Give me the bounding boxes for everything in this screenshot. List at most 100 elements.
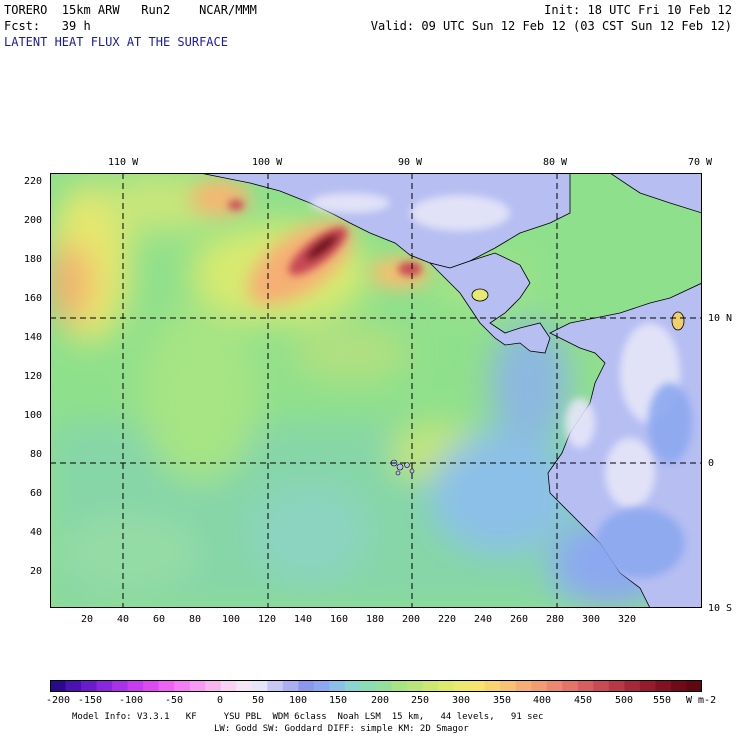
colorbar-swatch <box>469 680 486 692</box>
model-info: Model Info: V3.3.1 KF YSU PBL WDM 6class… <box>72 712 544 722</box>
colorbar-label: -200 <box>46 695 71 706</box>
colorbar-swatch <box>127 680 144 692</box>
lake-maracaibo <box>671 311 685 331</box>
colorbar-swatch <box>422 680 439 692</box>
caribbean-islands <box>609 173 702 214</box>
land-texture <box>310 193 680 508</box>
colorbar-label: -50 <box>165 695 184 706</box>
x-tick: 20 <box>81 614 94 625</box>
physics-info: LW: Godd SW: Goddard DIFF: simple KM: 2D… <box>214 724 469 734</box>
colorbar-swatch <box>174 680 191 692</box>
lake-nicaragua <box>471 288 489 302</box>
lon-label-110w: 110 W <box>108 157 139 168</box>
colorbar-label: -100 <box>119 695 144 706</box>
colorbar-swatch <box>96 680 113 692</box>
colorbar-swatch <box>639 680 656 692</box>
colorbar-swatch <box>391 680 408 692</box>
lat-label-10s: 10 S <box>708 603 733 614</box>
colorbar-label: -150 <box>78 695 103 706</box>
colorbar-units: W m-2 <box>686 695 717 706</box>
colorbar-swatch <box>282 680 299 692</box>
x-tick: 60 <box>153 614 166 625</box>
valid-time: Valid: 09 UTC Sun 12 Feb 12 (03 CST Sun … <box>370 19 732 33</box>
colorbar-swatch <box>360 680 377 692</box>
colorbar-swatch <box>484 680 501 692</box>
colorbar-swatch <box>593 680 610 692</box>
colorbar-swatch <box>50 680 67 692</box>
land-low-flux <box>595 383 692 578</box>
colorbar-swatch <box>670 680 687 692</box>
lat-lon-grid <box>50 173 702 608</box>
y-tick: 40 <box>30 527 43 538</box>
x-tick: 140 <box>294 614 313 625</box>
colorbar-label: 100 <box>289 695 308 706</box>
x-tick: 40 <box>117 614 130 625</box>
colorbar-swatch <box>81 680 98 692</box>
colorbar-swatch <box>531 680 548 692</box>
init-time: Init: 18 UTC Fri 10 Feb 12 <box>544 3 732 17</box>
colorbar <box>50 680 702 692</box>
colorbar-swatch <box>376 680 393 692</box>
colorbar-swatch <box>577 680 594 692</box>
y-tick: 180 <box>24 254 43 265</box>
y-tick: 20 <box>30 566 43 577</box>
colorbar-label: 400 <box>533 695 552 706</box>
colorbar-swatch <box>562 680 579 692</box>
colorbar-swatch <box>143 680 160 692</box>
colorbar-swatch <box>189 680 206 692</box>
colorbar-frame <box>50 680 702 692</box>
x-tick: 240 <box>474 614 493 625</box>
colorbar-swatch <box>500 680 517 692</box>
colorbar-label: 250 <box>411 695 430 706</box>
colorbar-swatch <box>608 680 625 692</box>
colorbar-label: 50 <box>252 695 265 706</box>
lon-label-80w: 80 W <box>543 157 568 168</box>
colorbar-label: 150 <box>329 695 348 706</box>
colorbar-label: 450 <box>574 695 593 706</box>
tehuantepec-jet <box>228 200 422 276</box>
colorbar-swatch <box>205 680 222 692</box>
colorbar-swatch <box>624 680 641 692</box>
lat-label-10n: 10 N <box>708 313 733 324</box>
x-tick: 200 <box>402 614 421 625</box>
y-tick: 160 <box>24 293 43 304</box>
colorbar-swatch <box>329 680 346 692</box>
x-tick: 100 <box>222 614 241 625</box>
colorbar-swatch <box>220 680 237 692</box>
colorbar-label: 350 <box>493 695 512 706</box>
colorbar-swatch <box>344 680 361 692</box>
y-tick: 120 <box>24 371 43 382</box>
field-title: LATENT HEAT FLUX AT THE SURFACE <box>4 35 228 49</box>
colorbar-swatch <box>158 680 175 692</box>
colorbar-label: 550 <box>653 695 672 706</box>
colorbar-swatch <box>453 680 470 692</box>
colorbar-label: 300 <box>452 695 471 706</box>
latent-heat-flux-map <box>50 173 702 608</box>
colorbar-swatch <box>655 680 672 692</box>
x-tick: 280 <box>546 614 565 625</box>
x-tick: 300 <box>582 614 601 625</box>
central-america-isthmus <box>428 252 551 354</box>
y-tick: 220 <box>24 176 43 187</box>
lon-label-70w: 70 W <box>688 157 713 168</box>
lon-label-100w: 100 W <box>252 157 283 168</box>
y-tick: 140 <box>24 332 43 343</box>
colorbar-label: 500 <box>615 695 634 706</box>
lon-label-90w: 90 W <box>398 157 423 168</box>
colorbar-label: 0 <box>217 695 224 706</box>
y-tick: 80 <box>30 449 43 460</box>
colorbar-swatch <box>313 680 330 692</box>
x-tick: 180 <box>366 614 385 625</box>
colorbar-swatch <box>65 680 82 692</box>
x-tick: 320 <box>618 614 637 625</box>
colorbar-swatch <box>298 680 315 692</box>
lat-label-0: 0 <box>708 458 715 469</box>
colorbar-swatch <box>438 680 455 692</box>
colorbar-swatch <box>515 680 532 692</box>
map-frame <box>50 173 702 608</box>
x-tick: 80 <box>189 614 202 625</box>
x-tick: 120 <box>258 614 277 625</box>
colorbar-swatch <box>251 680 268 692</box>
colorbar-swatch <box>236 680 253 692</box>
colorbar-swatch <box>112 680 129 692</box>
